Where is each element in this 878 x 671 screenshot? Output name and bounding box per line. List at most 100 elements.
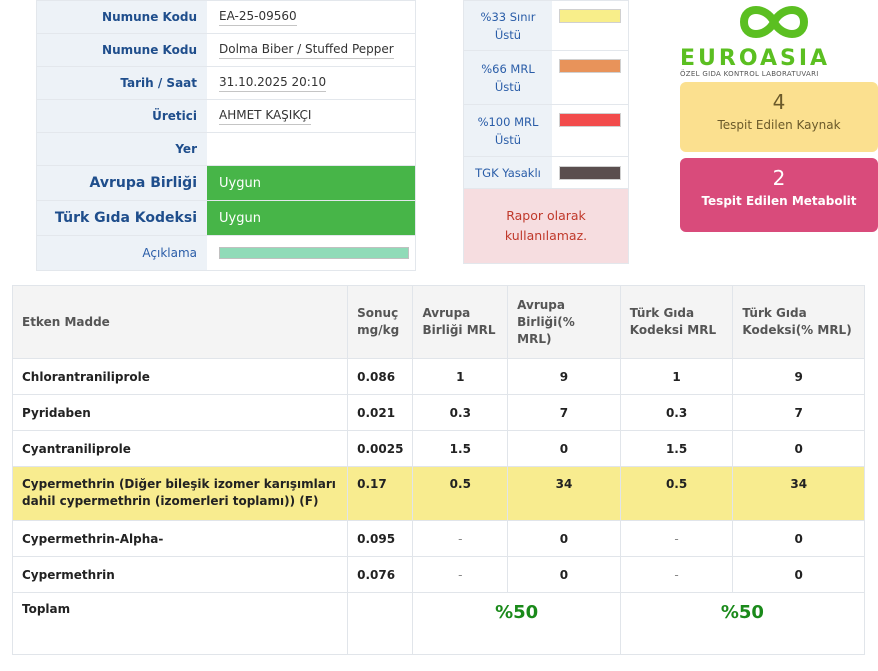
row-substance: Cypermethrin (Diğer bileşik izomer karış… bbox=[11, 466, 349, 521]
eu-status-badge: Uygun bbox=[207, 166, 415, 200]
sample-info-table: Numune Kodu EA-25-09560 Numune Kodu Dolm… bbox=[36, 0, 416, 271]
info-row-sample-name: Numune Kodu Dolma Biber / Stuffed Pepper bbox=[37, 34, 415, 67]
row-substance: Cyantraniliprole bbox=[11, 430, 349, 467]
logo-name: EUROASIA bbox=[680, 46, 831, 71]
info-row-eu: Avrupa Birliği Uygun bbox=[37, 166, 415, 201]
row-result: 0.0025 bbox=[347, 430, 414, 467]
row-tgk-pct: 34 bbox=[732, 466, 865, 521]
row-substance: Chlorantraniliprole bbox=[11, 358, 349, 395]
producer-value: AHMET KAŞIKÇI bbox=[207, 100, 415, 132]
row-eu-pct: 9 bbox=[507, 358, 621, 395]
row-tgk-mrl: 1 bbox=[619, 358, 734, 395]
metabolites-label: Tespit Edilen Metabolit bbox=[701, 194, 857, 208]
table-row-highlighted: Cypermethrin (Diğer bileşik izomer karış… bbox=[11, 466, 865, 521]
row-result: 0.021 bbox=[347, 394, 414, 431]
row-tgk-pct: 7 bbox=[732, 394, 865, 431]
legend-swatch-cell-66 bbox=[552, 51, 628, 104]
row-tgk-pct: 0 bbox=[732, 430, 865, 467]
header-result: Sonuç mg/kg bbox=[347, 285, 414, 359]
total-tgk-pct: %50 bbox=[619, 592, 866, 655]
sample-code-label: Numune Kodu bbox=[37, 1, 207, 33]
table-row: Cyantraniliprole 0.0025 1.5 0 1.5 0 bbox=[11, 430, 865, 467]
row-eu-pct: 0 bbox=[507, 430, 621, 467]
sources-card: 4 Tespit Edilen Kaynak bbox=[680, 82, 878, 152]
row-tgk-pct: 0 bbox=[732, 556, 865, 593]
note-value bbox=[207, 236, 415, 270]
total-label: Toplam bbox=[11, 592, 349, 655]
datetime-text: 31.10.2025 20:10 bbox=[219, 75, 327, 92]
legend-label-33: %33 Sınır Üstü bbox=[464, 1, 552, 50]
producer-text: AHMET KAŞIKÇI bbox=[219, 108, 312, 125]
info-row-tgk: Türk Gıda Kodeksi Uygun bbox=[37, 201, 415, 236]
note-label: Açıklama bbox=[37, 236, 207, 270]
tgk-label: Türk Gıda Kodeksi bbox=[37, 201, 207, 235]
table-row: Pyridaben 0.021 0.3 7 0.3 7 bbox=[11, 394, 865, 431]
sources-label: Tespit Edilen Kaynak bbox=[717, 118, 841, 132]
info-row-sample-code: Numune Kodu EA-25-09560 bbox=[37, 1, 415, 34]
row-substance: Pyridaben bbox=[11, 394, 349, 431]
legend-item-100: %100 MRL Üstü bbox=[464, 105, 628, 157]
row-tgk-mrl: 0.5 bbox=[619, 466, 734, 521]
info-row-producer: Üretici AHMET KAŞIKÇI bbox=[37, 100, 415, 133]
tgk-status-badge: Uygun bbox=[207, 201, 415, 235]
info-row-place: Yer bbox=[37, 133, 415, 166]
datetime-label: Tarih / Saat bbox=[37, 67, 207, 99]
place-label: Yer bbox=[37, 133, 207, 165]
results-table: Etken Madde Sonuç mg/kg Avrupa Birliği M… bbox=[11, 285, 866, 655]
table-row: Cypermethrin-Alpha- 0.095 - 0 - 0 bbox=[11, 520, 865, 557]
table-row: Chlorantraniliprole 0.086 1 9 1 9 bbox=[11, 358, 865, 395]
header-tgk-mrl: Türk Gıda Kodeksi MRL bbox=[619, 285, 734, 359]
legend-label-66: %66 MRL Üstü bbox=[464, 51, 552, 104]
info-row-note: Açıklama bbox=[37, 236, 415, 270]
legend-label-100: %100 MRL Üstü bbox=[464, 105, 552, 156]
datetime-value: 31.10.2025 20:10 bbox=[207, 67, 415, 99]
header-eu-pct: Avrupa Birliği(% MRL) bbox=[507, 285, 621, 359]
legend-swatch-cell-100 bbox=[552, 105, 628, 156]
row-eu-pct: 34 bbox=[507, 466, 621, 521]
header-substance: Etken Madde bbox=[11, 285, 349, 359]
report-warning: Rapor olarak kullanılamaz. bbox=[464, 189, 628, 263]
sample-code-text: EA-25-09560 bbox=[219, 9, 297, 26]
row-result: 0.076 bbox=[347, 556, 414, 593]
header-tgk-pct: Türk Gıda Kodeksi(% MRL) bbox=[732, 285, 865, 359]
color-legend: %33 Sınır Üstü %66 MRL Üstü %100 MRL Üst… bbox=[463, 0, 629, 264]
sample-code-value: EA-25-09560 bbox=[207, 1, 415, 33]
legend-swatch-33 bbox=[559, 9, 621, 23]
metabolites-count: 2 bbox=[772, 166, 786, 190]
legend-swatch-cell-tgk bbox=[552, 157, 628, 188]
euroasia-logo: EUROASIA ÖZEL GIDA KONTROL LABORATUVARI bbox=[676, 0, 878, 80]
row-result: 0.17 bbox=[347, 466, 414, 521]
row-tgk-pct: 0 bbox=[732, 520, 865, 557]
row-eu-pct: 7 bbox=[507, 394, 621, 431]
row-tgk-pct: 9 bbox=[732, 358, 865, 395]
place-value bbox=[207, 133, 415, 165]
row-eu-mrl: 0.3 bbox=[412, 394, 509, 431]
info-row-datetime: Tarih / Saat 31.10.2025 20:10 bbox=[37, 67, 415, 100]
table-total-row: Toplam %50 %50 bbox=[11, 592, 866, 655]
row-tgk-mrl: 0.3 bbox=[619, 394, 734, 431]
sample-name-label: Numune Kodu bbox=[37, 34, 207, 66]
row-substance: Cypermethrin bbox=[11, 556, 349, 593]
header-eu-mrl: Avrupa Birliği MRL bbox=[412, 285, 509, 359]
row-result: 0.095 bbox=[347, 520, 414, 557]
legend-swatch-100 bbox=[559, 113, 621, 127]
sample-name-value: Dolma Biber / Stuffed Pepper bbox=[207, 34, 415, 66]
legend-label-tgk: TGK Yasaklı bbox=[464, 157, 552, 188]
metabolites-card: 2 Tespit Edilen Metabolit bbox=[680, 158, 878, 232]
infinity-logo-icon bbox=[740, 6, 808, 38]
total-eu-pct: %50 bbox=[412, 592, 621, 655]
row-substance: Cypermethrin-Alpha- bbox=[11, 520, 349, 557]
row-tgk-mrl: 1.5 bbox=[619, 430, 734, 467]
row-result: 0.086 bbox=[347, 358, 414, 395]
row-eu-mrl: 1 bbox=[412, 358, 509, 395]
legend-item-tgk: TGK Yasaklı bbox=[464, 157, 628, 189]
sources-count: 4 bbox=[772, 90, 786, 114]
legend-item-33: %33 Sınır Üstü bbox=[464, 1, 628, 51]
sample-name-text: Dolma Biber / Stuffed Pepper bbox=[219, 42, 394, 59]
row-eu-mrl: 0.5 bbox=[412, 466, 509, 521]
eu-label: Avrupa Birliği bbox=[37, 166, 207, 200]
note-bar bbox=[219, 247, 409, 259]
row-eu-mrl: 1.5 bbox=[412, 430, 509, 467]
table-row: Cypermethrin 0.076 - 0 - 0 bbox=[11, 556, 865, 593]
legend-swatch-66 bbox=[559, 59, 621, 73]
